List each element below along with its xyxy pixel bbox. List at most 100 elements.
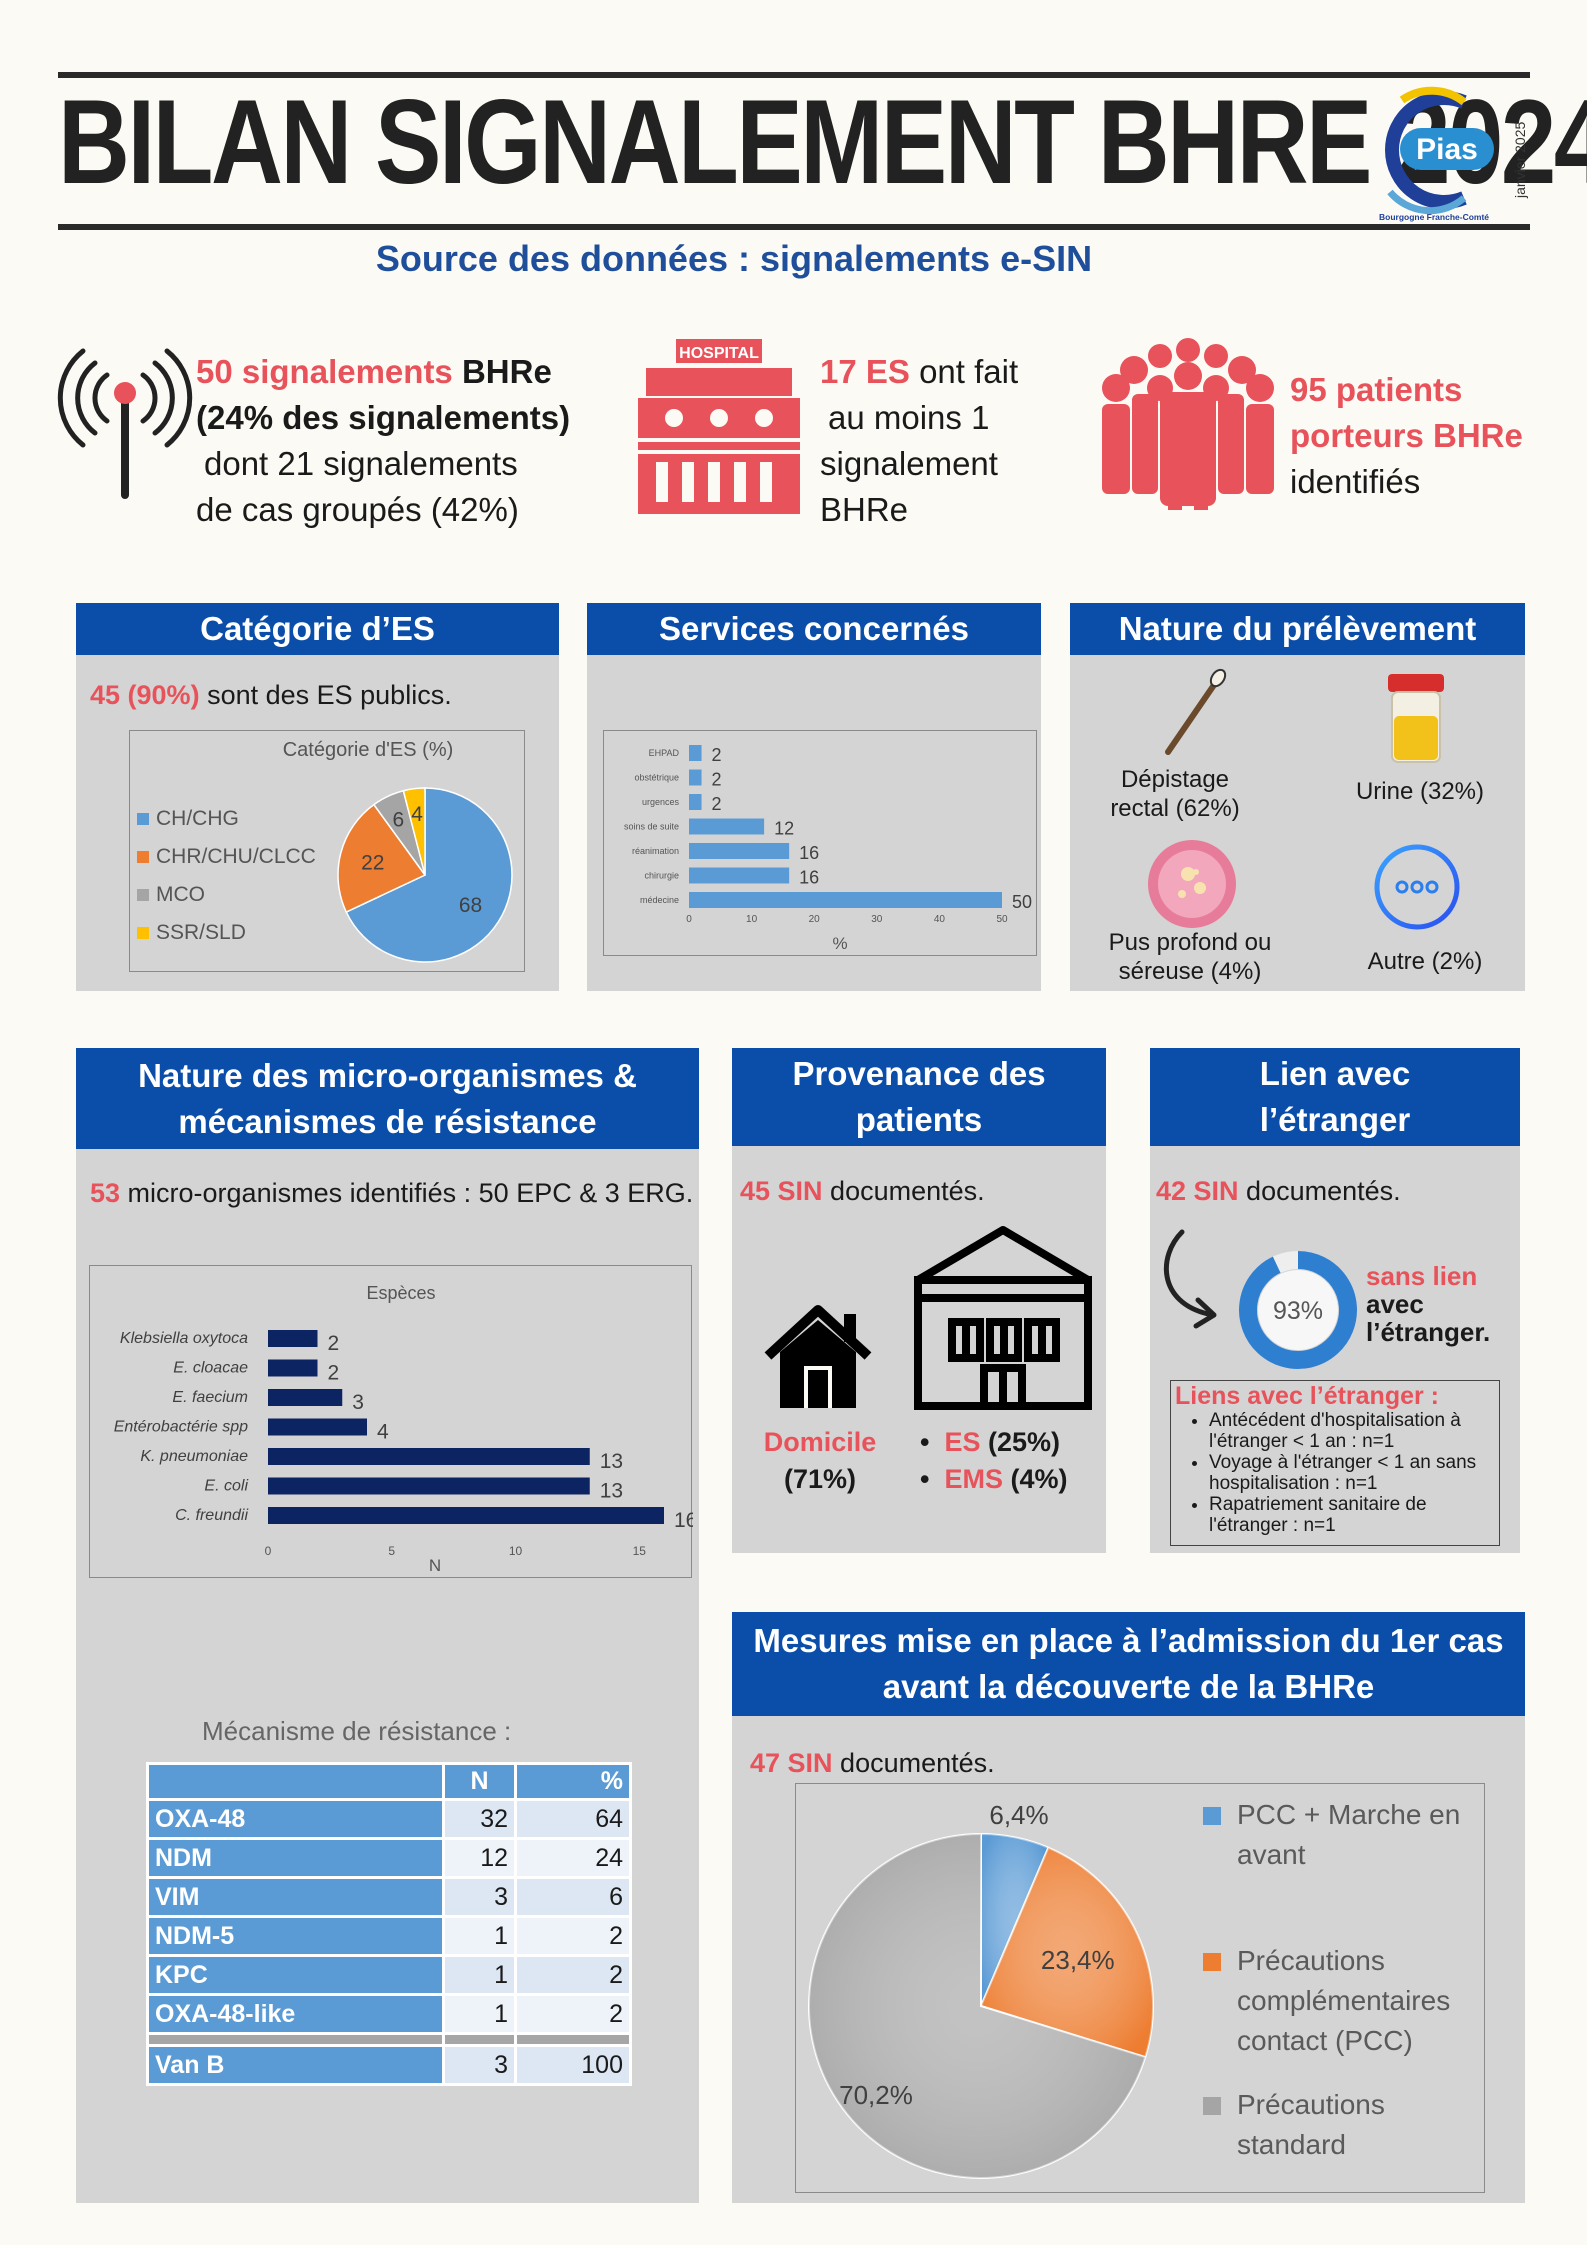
pie-label: 23,4% <box>1041 1945 1115 1975</box>
legend-label: Précautions <box>1237 2089 1385 2120</box>
provenance-es-label: ES <box>944 1427 981 1457</box>
x-tick: 10 <box>746 914 758 925</box>
x-tick: 10 <box>509 1544 523 1558</box>
etranger-note-rest: documentés. <box>1238 1176 1401 1206</box>
bar <box>689 818 765 835</box>
bar-category: Entérobactérie spp <box>114 1419 248 1436</box>
legend-swatch <box>1203 1953 1221 1971</box>
bar-value: 2 <box>712 794 722 814</box>
liens-box: Liens avec l’étranger : Antécédent d'hos… <box>1170 1380 1500 1546</box>
legend-label: complémentaires <box>1237 1985 1450 2016</box>
bar <box>689 867 790 884</box>
petri-dish-icon <box>1146 838 1238 935</box>
species-chart: Espèces Klebsiella oxytoca 2 E. cloacae 2 E. … <box>89 1265 697 1578</box>
bar-value: 12 <box>774 819 794 839</box>
bar-category: chirurgie <box>644 871 679 881</box>
stat-signal-pct: (24% des signalements) <box>196 399 571 436</box>
panel-provenance-title: Provenance des patients <box>732 1048 1106 1146</box>
panel-services-title: Services concernés <box>587 603 1041 655</box>
etranger-sans-lien: sans lien avec l’étranger. <box>1366 1262 1490 1346</box>
pie-label: 6,4% <box>989 1800 1048 1830</box>
categorie-es-chart: Catégorie d'ES (%) CH/CHG CHR/CHU/CLCC MCO S… <box>129 730 525 972</box>
panel-provenance-title-l1: Provenance des <box>792 1055 1046 1092</box>
table-row-footer: Van B 3 100 <box>146 2044 632 2086</box>
bar-value: 2 <box>712 770 722 790</box>
donut-label: 93% <box>1273 1297 1323 1325</box>
legend-swatch <box>137 813 149 825</box>
pie-slice <box>337 803 427 914</box>
mesures-chart: 6,4% 23,4% 70,2% PCC + Marche en avant Précau… <box>795 1783 1485 2193</box>
pie-slice <box>345 787 513 963</box>
table-row: OXA-48-like 1 2 <box>146 1993 632 2035</box>
legend-label: SSR/SLD <box>156 921 246 944</box>
bar <box>268 1418 367 1436</box>
stat-signal-line4: de cas groupés (42%) <box>196 491 519 528</box>
provenance-ems-label: EMS <box>944 1464 1003 1494</box>
stat-es-line3: signalement <box>820 445 998 482</box>
bar <box>268 1448 590 1465</box>
bar-category: K. pneumoniae <box>140 1448 248 1465</box>
etranger-donut: 93% <box>1236 1248 1360 1377</box>
stat-es-rest: ont fait <box>909 353 1019 390</box>
micro-note-red: 53 <box>90 1178 121 1208</box>
mechanism-table-header: N % <box>146 1762 632 1801</box>
legend-label: CH/CHG <box>156 807 239 830</box>
legend-swatch <box>137 851 149 863</box>
page-title: BILAN SIGNALEMENT BHRE 2024 <box>58 75 1587 209</box>
x-axis-label: N <box>429 1556 441 1575</box>
stat-patients-line3: identifiés <box>1290 463 1421 500</box>
mechanism-col-pct: % <box>514 1762 632 1801</box>
micro-note-rest: micro-organismes identifiés : 50 EPC & 3… <box>120 1178 694 1208</box>
x-tick: 0 <box>265 1544 272 1558</box>
pie-slice-shade <box>981 1834 1049 2006</box>
bar-category: E. coli <box>204 1478 248 1495</box>
pie-label: 6 <box>392 808 404 831</box>
legend-swatch <box>137 889 149 901</box>
legend-label: PCC + Marche en <box>1237 1799 1460 1830</box>
mesures-note-red: 47 SIN <box>750 1748 833 1778</box>
bar <box>689 745 702 761</box>
hospital-sign: HOSPITAL <box>679 345 759 362</box>
bar-value: 13 <box>600 1450 623 1473</box>
bar-value: 16 <box>799 868 819 888</box>
mechanism-label: Mécanisme de résistance : <box>202 1716 512 1746</box>
categorie-es-note-red: 45 (90%) <box>90 680 200 710</box>
stat-es-count: 17 ES <box>820 353 910 390</box>
urine-cup-icon <box>1386 672 1446 769</box>
building-icon <box>908 1222 1098 1417</box>
panel-micro-title: Nature des micro-organismes & mécanismes… <box>76 1048 699 1149</box>
bottom-rule <box>58 224 1530 230</box>
bar-value: 13 <box>600 1480 623 1503</box>
etranger-sans-lien-l2: avec <box>1366 1289 1424 1319</box>
x-tick: 15 <box>633 1544 647 1558</box>
top-rule <box>58 72 1530 78</box>
stat-patients-line2: porteurs BHRe <box>1290 417 1523 454</box>
panel-micro-title-l1: Nature des micro-organismes & <box>138 1056 637 1094</box>
house-icon <box>762 1300 874 1417</box>
pie-label: 22 <box>361 852 384 875</box>
bar <box>689 769 702 786</box>
legend-swatch <box>1203 1807 1221 1825</box>
legend-swatch <box>137 927 149 939</box>
logo-text: Pias <box>1416 133 1478 166</box>
table-row: OXA-48 32 64 <box>146 1798 632 1840</box>
panel-etranger-title: Lien avec l’étranger <box>1150 1048 1520 1146</box>
provenance-es-ems: • ES (25%) • EMS (4%) <box>920 1427 1068 1494</box>
panel-etranger-title-l1: Lien avec <box>1259 1055 1411 1092</box>
provenance-note: 45 SIN documentés. <box>740 1176 985 1207</box>
panel-mesures-title-l2: avant la découverte de la BHRe <box>882 1668 1375 1705</box>
panel-micro-title-l2: mécanismes de résistance <box>178 1102 597 1140</box>
stat-es-line2: au moins 1 <box>828 399 990 436</box>
mechanism-col-n: N <box>442 1762 517 1801</box>
bar <box>268 1389 343 1406</box>
list-item: Voyage à l'étranger < 1 an sans hospital… <box>1209 1452 1495 1494</box>
bar-category: E. faecium <box>172 1389 248 1406</box>
bar-value: 2 <box>328 1332 340 1355</box>
cpias-logo-icon: Pias Bourgogne Franche-Comté <box>1379 86 1494 222</box>
pie-label: 4 <box>411 803 423 826</box>
ellipsis-circle-icon <box>1372 842 1462 937</box>
people-group-icon <box>1098 336 1278 521</box>
provenance-note-red: 45 SIN <box>740 1176 823 1206</box>
stat-patients-line1: 95 patients <box>1290 371 1463 408</box>
stat-signal-count: 50 signalements <box>196 353 453 390</box>
